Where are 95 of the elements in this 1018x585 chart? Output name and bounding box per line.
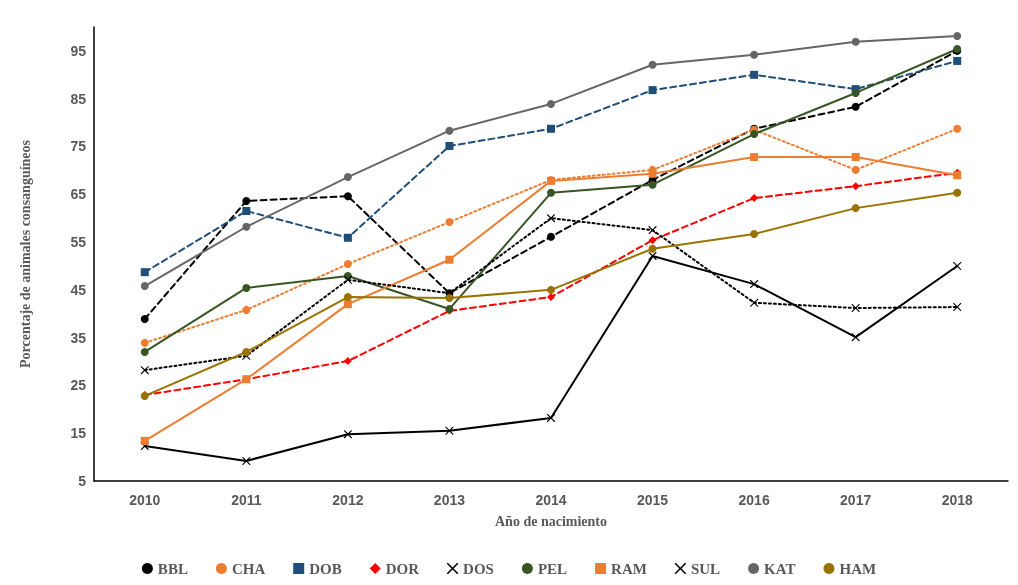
x-tick-label: 2010	[129, 492, 161, 508]
point	[547, 99, 555, 108]
point	[648, 180, 657, 189]
point	[343, 430, 352, 439]
point	[343, 275, 352, 284]
y-tick-label: 55	[70, 234, 87, 251]
point	[547, 293, 555, 302]
y-tick-label: 75	[70, 138, 87, 155]
x-tick-label: 2017	[840, 492, 872, 508]
point	[547, 285, 555, 294]
x-tick-label: 2011	[231, 492, 262, 508]
point	[242, 305, 251, 314]
point	[140, 436, 149, 445]
point	[140, 268, 149, 277]
point	[648, 236, 657, 245]
y-tick-label: 5	[78, 473, 87, 489]
point	[445, 293, 454, 302]
y-tick-label: 35	[70, 329, 87, 346]
point	[953, 303, 962, 312]
legend-label: DOS	[463, 560, 494, 577]
point	[750, 298, 759, 307]
point	[242, 283, 251, 292]
point	[547, 232, 555, 241]
legend-label: BBL	[157, 560, 188, 577]
legend-label: KAT	[764, 560, 796, 577]
y-tick-label: 85	[70, 90, 87, 107]
point	[851, 182, 860, 191]
legend-label: CHA	[231, 560, 266, 577]
point	[140, 315, 149, 323]
point	[547, 188, 555, 197]
point	[851, 204, 860, 213]
point	[953, 124, 962, 133]
point	[242, 196, 251, 205]
point	[648, 60, 657, 69]
x-tick-label: 2013	[433, 492, 466, 508]
point	[445, 126, 454, 135]
point	[445, 142, 454, 150]
point	[953, 188, 962, 197]
y-tick-label: 65	[70, 186, 87, 203]
point	[242, 456, 251, 465]
point	[648, 251, 657, 260]
y-tick-label: 25	[70, 377, 87, 394]
point	[750, 229, 759, 238]
point	[343, 260, 352, 269]
x-tick-label: 2015	[636, 492, 669, 508]
point	[851, 165, 860, 174]
point	[343, 357, 352, 366]
point	[140, 366, 149, 375]
x-tick-label: 2014	[535, 492, 567, 508]
point	[140, 347, 149, 356]
y-tick-label: 15	[70, 425, 87, 442]
legend-label: DOR	[385, 560, 420, 577]
point	[343, 233, 352, 242]
point	[953, 56, 962, 65]
legend-label: DOB	[309, 560, 342, 577]
point	[851, 102, 860, 111]
point	[648, 169, 657, 178]
point	[445, 426, 454, 435]
point	[953, 261, 962, 270]
point	[750, 70, 759, 79]
point	[445, 217, 454, 226]
point	[851, 152, 860, 161]
point	[445, 255, 454, 264]
point	[547, 124, 555, 133]
point	[242, 206, 251, 215]
point	[648, 244, 657, 253]
point	[343, 192, 352, 201]
x-axis-title: Año de nacimiento	[495, 513, 607, 529]
y-tick-label: 45	[70, 281, 87, 298]
y-tick-label: 95	[70, 42, 87, 59]
legend-label: HAM	[839, 560, 877, 577]
point	[750, 50, 759, 59]
point	[851, 304, 860, 312]
point	[140, 338, 149, 347]
x-tick-label: 2016	[738, 492, 770, 508]
point	[851, 37, 860, 46]
point	[750, 152, 759, 161]
point	[851, 333, 860, 342]
y-axis-title: Porcentaje de animales consanguíneos	[17, 139, 33, 369]
point	[750, 194, 759, 203]
legend-label: RAM	[611, 560, 647, 577]
point	[343, 293, 352, 302]
legend-label: PEL	[537, 560, 568, 577]
legend-label: SUL	[690, 560, 721, 577]
point	[343, 300, 352, 309]
point	[750, 130, 759, 139]
x-tick-label: 2012	[332, 492, 364, 508]
point	[953, 32, 962, 41]
point	[343, 173, 352, 182]
point	[648, 86, 657, 95]
point	[648, 226, 657, 235]
point	[242, 222, 251, 231]
point	[242, 347, 251, 356]
x-tick-label: 2018	[941, 492, 973, 508]
point	[140, 282, 149, 291]
